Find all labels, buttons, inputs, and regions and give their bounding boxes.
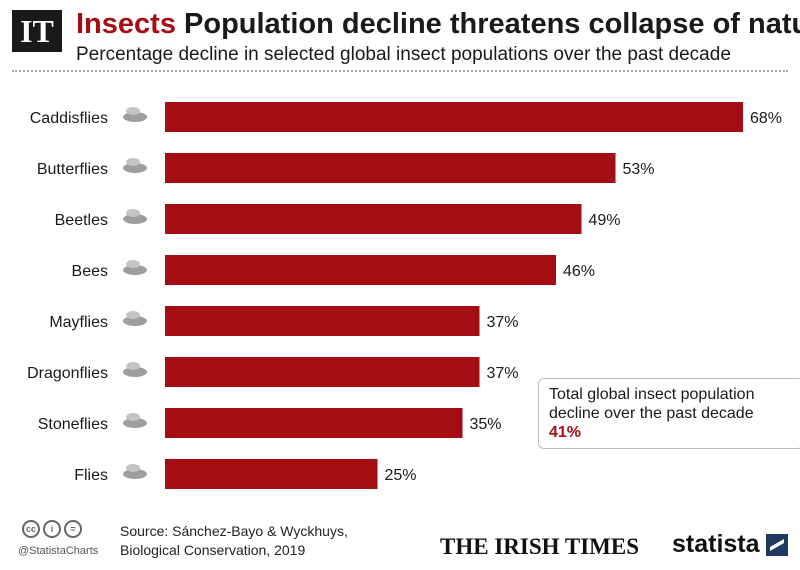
category-label: Mayflies	[49, 314, 108, 331]
irish-times-logo: IT	[12, 10, 62, 52]
source-line-1: Source: Sánchez-Bayo & Wyckhuys,	[120, 523, 348, 539]
value-label: 37%	[487, 365, 519, 382]
source-line-2: Biological Conservation, 2019	[120, 542, 306, 558]
caddisfly-icon	[123, 107, 147, 122]
chart-subtitle: Percentage decline in selected global in…	[76, 44, 731, 65]
stonefly-icon	[123, 413, 147, 428]
category-label: Dragonflies	[27, 365, 108, 382]
title-rest: Population decline threatens collapse of…	[175, 8, 800, 40]
value-label: 25%	[385, 467, 417, 484]
callout-text: Total global insect population decline o…	[549, 386, 755, 422]
bar	[165, 102, 743, 132]
callout-value: 41%	[549, 424, 582, 441]
source-note: Source: Sánchez-Bayo & Wyckhuys, Biologi…	[120, 522, 348, 560]
bar	[165, 357, 480, 387]
category-label: Flies	[74, 467, 108, 484]
category-label: Stoneflies	[38, 416, 108, 433]
bar	[165, 204, 582, 234]
bar-chart: Caddisflies 68% Butterflies 53% Beetles 49% Be…	[27, 102, 782, 489]
value-label: 49%	[589, 212, 621, 229]
category-label: Beetles	[55, 212, 108, 229]
header-divider	[12, 70, 788, 72]
bee-icon	[123, 260, 147, 275]
bar	[165, 306, 480, 336]
chart-title: Insects Population decline threatens col…	[76, 8, 800, 41]
beetle-icon	[123, 209, 147, 224]
attribution-icon: i	[43, 520, 61, 538]
total-decline-callout: Total global insect population decline o…	[538, 378, 800, 449]
statista-logo: statista	[672, 530, 788, 559]
butterfly-icon	[123, 158, 147, 173]
mayfly-icon	[123, 311, 147, 326]
statista-wordmark: statista	[672, 530, 760, 558]
bar	[165, 153, 616, 183]
statista-handle: @StatistaCharts	[18, 545, 99, 557]
value-label: 68%	[750, 110, 782, 127]
title-accent: Insects	[76, 8, 176, 40]
bar	[165, 408, 463, 438]
cc-icon: cc	[22, 520, 40, 538]
bar	[165, 255, 556, 285]
value-label: 37%	[487, 314, 519, 331]
fly-icon	[123, 464, 147, 479]
category-label: Bees	[72, 263, 108, 280]
irish-times-wordmark: THE IRISH TIMES	[440, 534, 639, 559]
dragonfly-icon	[123, 362, 147, 377]
value-label: 35%	[470, 416, 502, 433]
bar	[165, 459, 378, 489]
no-derivatives-icon: =	[64, 520, 82, 538]
license-icons: cc i =	[22, 520, 82, 538]
statista-mark-icon	[765, 533, 788, 556]
value-label: 53%	[623, 161, 655, 178]
category-label: Butterflies	[37, 161, 108, 178]
category-label: Caddisflies	[30, 110, 108, 127]
value-label: 46%	[563, 263, 595, 280]
